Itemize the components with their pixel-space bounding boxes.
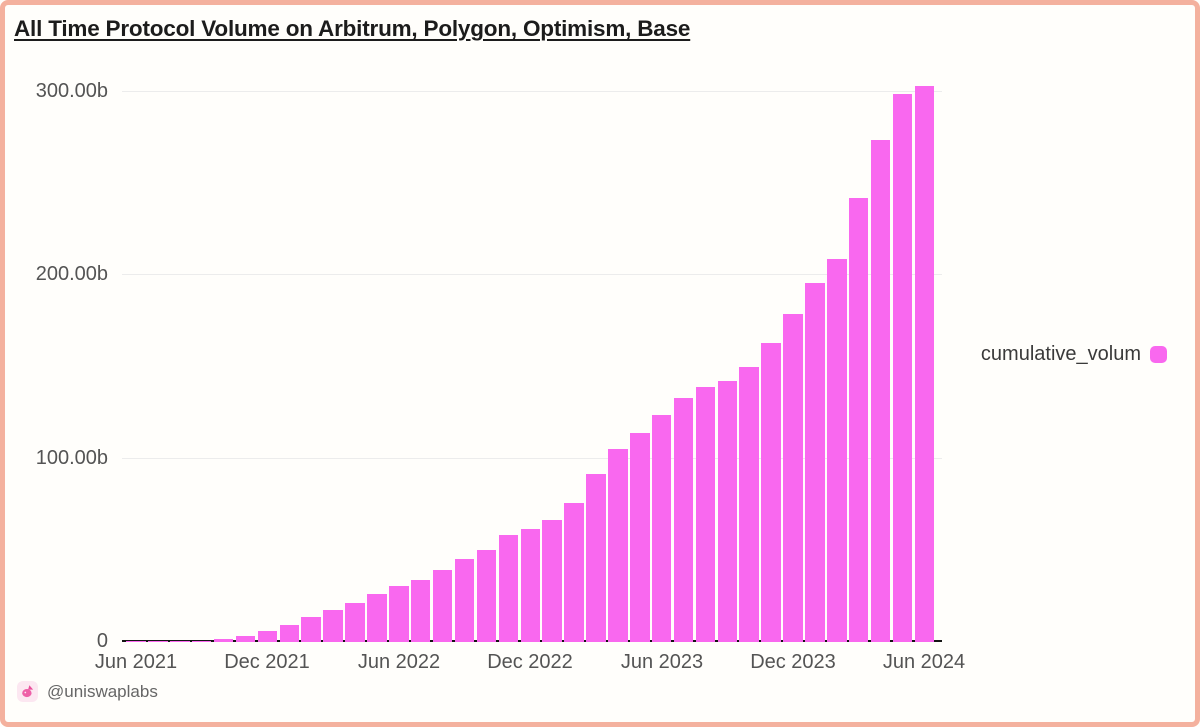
chart-title: All Time Protocol Volume on Arbitrum, Po…: [14, 16, 691, 41]
bar-jul-2021: [148, 641, 168, 642]
y-tick-label-300: 300.00b: [35, 80, 108, 102]
bar-nov-2023: [761, 343, 781, 642]
bar-jan-2023: [542, 520, 562, 642]
bar-jul-2023: [673, 398, 694, 642]
bar-dec-2022: [520, 529, 540, 642]
bar-sep-2022: [454, 559, 475, 642]
y-tick-label-0: 0: [96, 630, 108, 652]
bar-jun-2024: [914, 86, 935, 642]
y-tick-label-100: 100.00b: [35, 447, 108, 469]
legend: cumulative_volum: [981, 343, 1167, 366]
bar-apr-2022: [345, 603, 365, 642]
y-gridline-200: [122, 274, 942, 275]
bar-apr-2024: [870, 140, 891, 642]
y-tick-label-200: 200.00b: [35, 263, 108, 285]
bar-jan-2024: [805, 283, 825, 642]
bar-oct-2021: [213, 639, 234, 642]
x-tick-label-dec-2022: Dec 2022: [487, 651, 573, 673]
bar-feb-2023: [564, 503, 584, 642]
bar-apr-2023: [608, 449, 628, 642]
bar-mar-2024: [848, 198, 869, 642]
bar-jun-2022: [389, 586, 409, 642]
x-tick-label-jun-2021: Jun 2021: [94, 651, 178, 673]
uniswap-unicorn-icon: [17, 681, 38, 702]
bar-jun-2021: [126, 641, 146, 642]
bar-sep-2023: [717, 381, 737, 642]
bar-jul-2022: [410, 580, 431, 642]
bar-aug-2021: [170, 641, 190, 642]
bar-dec-2023: [783, 314, 803, 642]
bar-dec-2021: [257, 631, 278, 642]
bar-sep-2021: [191, 641, 212, 642]
bar-mar-2022: [323, 610, 343, 642]
bar-feb-2022: [301, 617, 321, 642]
bar-feb-2024: [827, 259, 847, 642]
bar-oct-2023: [739, 367, 759, 642]
bar-aug-2023: [695, 387, 716, 642]
bar-nov-2022: [498, 535, 518, 642]
bar-jun-2023: [651, 415, 672, 642]
bar-aug-2022: [432, 570, 453, 642]
x-tick-label-jun-2022: Jun 2022: [357, 651, 441, 673]
bar-mar-2023: [586, 474, 606, 642]
y-gridline-100: [122, 458, 942, 459]
bar-may-2024: [892, 94, 913, 642]
x-tick-label-jun-2023: Jun 2023: [620, 651, 704, 673]
y-gridline-300: [122, 91, 942, 92]
x-tick-label-dec-2021: Dec 2021: [224, 651, 310, 673]
legend-label: cumulative_volum: [980, 343, 1141, 365]
bar-jan-2022: [279, 625, 299, 642]
legend-swatch: [1150, 346, 1167, 363]
watermark: @uniswaplabs: [17, 681, 158, 702]
bar-may-2022: [367, 594, 387, 642]
watermark-handle: @uniswaplabs: [47, 681, 158, 701]
x-tick-label-dec-2023: Dec 2023: [750, 651, 836, 673]
bar-may-2023: [630, 433, 650, 642]
bar-nov-2021: [235, 636, 256, 642]
x-tick-label-jun-2024: Jun 2024: [882, 651, 966, 673]
bar-oct-2022: [476, 550, 497, 642]
